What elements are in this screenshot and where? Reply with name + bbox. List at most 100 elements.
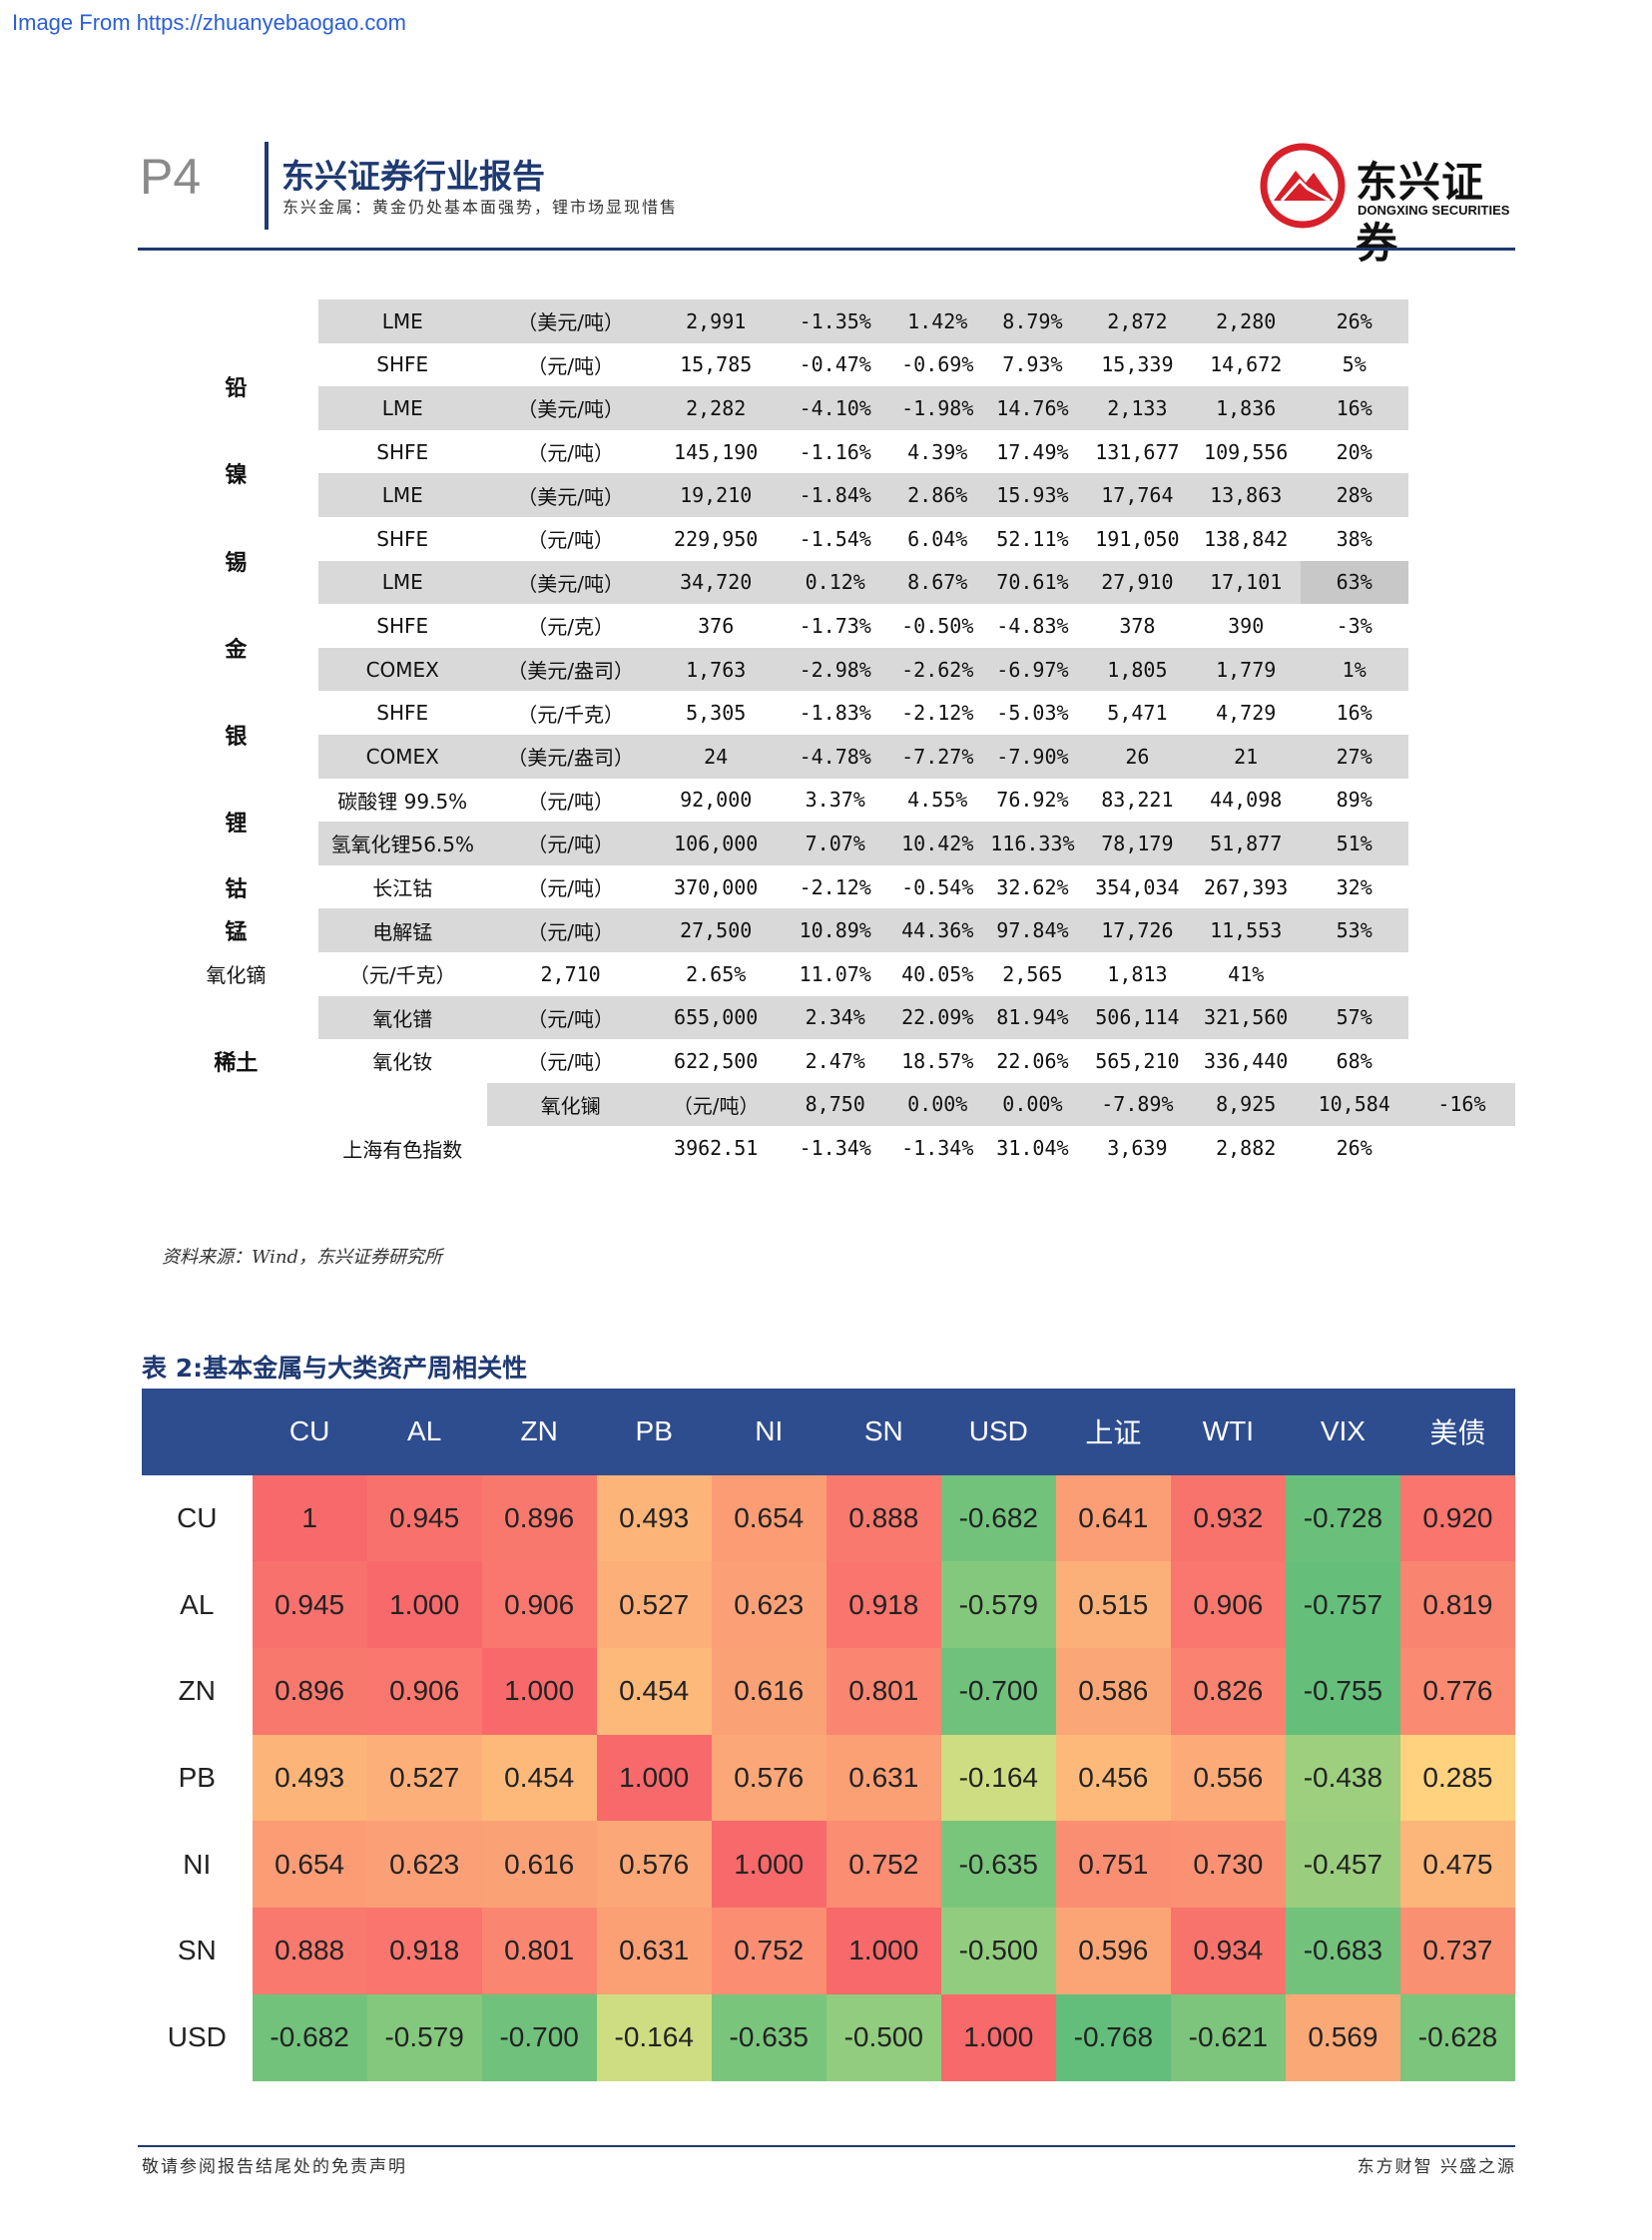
cell-v1: 3962.51 [674, 1136, 759, 1161]
correlation-cell: 0.918 [366, 1908, 482, 1994]
correlation-cell: 0.454 [481, 1734, 597, 1822]
metal-label: 稀土 [154, 995, 318, 1127]
cell-v4: -6.97% [981, 647, 1083, 692]
correlation-row: ZN 0.896 0.906 1.000 0.454 0.616 0.801 -0.700 0.… [142, 1648, 1515, 1735]
correlation-cell: 0.576 [711, 1734, 826, 1822]
cell-v1: 24 [654, 734, 778, 779]
cell-v7: 57% [1300, 995, 1408, 1040]
correlation-cell: -0.628 [1399, 1993, 1515, 2081]
correlation-cell: 0.596 [1055, 1908, 1171, 1994]
cell-v3: 1.42% [892, 299, 982, 343]
cell-v6: 1,779 [1191, 647, 1301, 692]
correlation-cell: 1 [252, 1474, 367, 1562]
cell-v2: 2.34% [777, 995, 893, 1040]
cell-v3: 8.67% [892, 560, 982, 605]
cell-v4: 15.93% [981, 473, 1083, 517]
cell-v6: 2,882 [1216, 1136, 1277, 1161]
cell-v1: 655,000 [654, 995, 778, 1040]
cell-v2: 0.00% [892, 1082, 982, 1127]
cell-unit: （元/克） [527, 615, 614, 640]
cell-v2: -1.16% [799, 439, 871, 464]
cell-v3: 44.36% [892, 908, 982, 952]
report-title: 东兴证券行业报告 [281, 157, 545, 196]
cell-v7: -3% [1336, 613, 1373, 638]
cell-v1: 15,785 [680, 352, 753, 377]
cell-unit: （美元/盎司） [486, 734, 655, 779]
cell-unit: （元/吨） [527, 441, 614, 466]
cell-v3: -0.69% [901, 352, 974, 377]
cell-sub: SHFE [376, 613, 429, 638]
correlation-cell: -0.682 [940, 1474, 1056, 1562]
correlation-cell: -0.621 [1170, 1993, 1286, 2081]
correlation-cell: 0.623 [711, 1561, 826, 1649]
cell-v1: 19,210 [654, 473, 778, 517]
table-row: 锂碳酸锂 99.5% （元/吨） 92,000 3.37% 4.55% 76.92% 83,… [154, 778, 1515, 865]
cell-v5: 27,910 [1083, 560, 1192, 605]
cell-v3: 4.55% [907, 788, 968, 813]
cell-v5: 565,210 [1095, 1048, 1180, 1073]
correlation-cell: 0.751 [1055, 1821, 1171, 1909]
correlation-cell: -0.500 [940, 1908, 1056, 1994]
cell-sub: COMEX [317, 734, 487, 779]
table-row: LME （美元/吨） 34,720 0.12% 8.67% 70.61% 27,910 17,… [154, 560, 1515, 605]
watermark-link[interactable]: Image From https://zhuanyebaogao.com [12, 10, 406, 35]
cell-v1: 2,991 [654, 299, 778, 343]
correlation-cell: 0.654 [711, 1474, 826, 1562]
cell-v4: 52.11% [996, 526, 1069, 551]
correlation-cell: 0.586 [1055, 1648, 1171, 1735]
cell-v7: 16% [1300, 386, 1408, 430]
cell-unit: （美元/吨） [486, 386, 655, 430]
table-row: 金 SHFE （元/克） 376 -1.73% -0.50% -4.83% 378 390 -3% [154, 604, 1515, 692]
correlation-cell: 0.888 [826, 1474, 941, 1562]
correlation-cell: -0.682 [252, 1993, 367, 2081]
correlation-cell: 0.641 [1055, 1474, 1171, 1562]
cell-v1: 27,500 [654, 908, 778, 952]
table-row: 钴 长江钴 （元/吨） 370,000 -2.12% -0.54% 32.62% 354,03… [154, 864, 1515, 909]
cell-v3: 18.57% [901, 1048, 974, 1073]
correlation-cell: 0.819 [1399, 1561, 1515, 1649]
table-row: LME （美元/吨） 2,282 -4.10% -1.98% 14.76% 2,133 1,8… [154, 386, 1515, 430]
cell-v5: 2,565 [1002, 961, 1063, 986]
cell-v6: 10,584 [1300, 1082, 1408, 1127]
cell-unit: （美元/吨） [486, 473, 655, 517]
cell-v2: -1.83% [799, 701, 871, 726]
correlation-cell: 1.000 [711, 1821, 826, 1909]
cell-v4: 7.93% [1002, 352, 1063, 377]
cell-sub: SHFE [376, 526, 429, 551]
cell-v6: 109,556 [1204, 439, 1289, 464]
footer-rule [138, 2145, 1515, 2147]
cell-v6: 138,842 [1204, 526, 1289, 551]
cell-v5: 354,034 [1095, 874, 1180, 899]
cell-unit: （元/吨） [527, 528, 614, 553]
corner-cell [142, 1389, 253, 1475]
cell-v2: 3.37% [805, 788, 865, 813]
metal-label: 锂 [154, 778, 318, 865]
correlation-cell: -0.164 [940, 1734, 1056, 1822]
cell-v5: 15,339 [1101, 352, 1174, 377]
table-row: 稀土 氧化镨 （元/吨） 655,000 2.34% 22.09% 81.94% 506,11… [154, 995, 1515, 1127]
correlation-cell: 0.896 [481, 1474, 597, 1562]
correlation-cell: 0.616 [481, 1821, 597, 1909]
correlation-cell: -0.635 [940, 1821, 1056, 1909]
cell-v2: -1.35% [777, 299, 893, 343]
column-header: CU [252, 1389, 367, 1475]
metal-label: 钴 [154, 864, 318, 909]
correlation-row: AL 0.945 1.000 0.906 0.527 0.623 0.918 -0.579 0.… [142, 1561, 1515, 1649]
correlation-cell: 0.906 [366, 1648, 482, 1735]
correlation-cell: -0.635 [711, 1993, 826, 2081]
cell-v5: 78,179 [1083, 822, 1192, 865]
cell-v6: 14,672 [1210, 352, 1283, 377]
footer-slogan: 东方财智 兴盛之源 [1357, 2157, 1516, 2177]
cell-v6: 321,560 [1191, 995, 1301, 1040]
cell-sub: 氧化镝 [206, 963, 267, 988]
cell-v1: 92,000 [680, 788, 753, 813]
cell-unit: （元/千克） [517, 702, 624, 727]
cell-v4: 14.76% [981, 386, 1083, 430]
correlation-cell: -0.768 [1055, 1993, 1171, 2081]
logo-text-cn: 东兴证券 [1356, 158, 1485, 268]
dongxing-logo-icon [1260, 143, 1346, 229]
cell-sub: SHFE [376, 701, 429, 726]
correlation-cell: 0.631 [826, 1734, 941, 1822]
table-row: 氢氧化锂56.5% （元/吨） 106,000 7.07% 10.42% 116.33% 7… [154, 822, 1515, 865]
cell-v3: 0.00% [981, 1082, 1083, 1127]
